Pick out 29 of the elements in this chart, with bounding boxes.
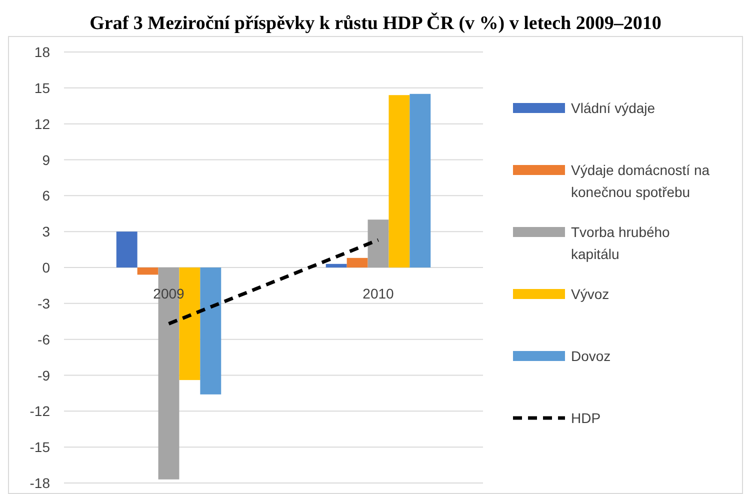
legend-label: Vývoz (571, 286, 610, 302)
bar (200, 268, 222, 394)
y-tick-label: 18 (34, 44, 50, 60)
bar (116, 232, 138, 268)
legend-label: Dovoz (571, 348, 611, 364)
y-tick-label: -9 (38, 367, 50, 384)
bar (326, 264, 347, 268)
y-tick-label: 6 (42, 188, 50, 204)
y-tick-label: -15 (30, 439, 50, 456)
bar (410, 94, 431, 268)
y-tick-label: 3 (42, 224, 50, 240)
y-tick-label: 12 (34, 116, 50, 132)
y-tick-label: 15 (34, 80, 50, 96)
bar (388, 95, 410, 268)
y-tick-label: 0 (42, 260, 50, 276)
legend-label: Vládní výdaje (571, 100, 656, 116)
bar (346, 258, 368, 268)
y-tick-label: 9 (42, 152, 50, 168)
bar (137, 268, 158, 275)
y-tick-label: -18 (30, 475, 50, 491)
x-tick-label: 2010 (362, 286, 394, 302)
legend-label: Tvorba hrubého kapitálu (571, 224, 670, 262)
legend-label: HDP (571, 410, 601, 426)
bar (368, 220, 389, 268)
y-tick-label: -12 (30, 403, 50, 420)
y-tick-label: -6 (38, 331, 50, 348)
y-tick-label: -3 (38, 295, 50, 312)
legend-label: Výdaje domácností na konečnou spotřebu (571, 162, 710, 200)
chart-title: Graf 3 Meziroční příspěvky k růstu HDP ČR (v %) v letech 2009–2010 (90, 12, 662, 34)
